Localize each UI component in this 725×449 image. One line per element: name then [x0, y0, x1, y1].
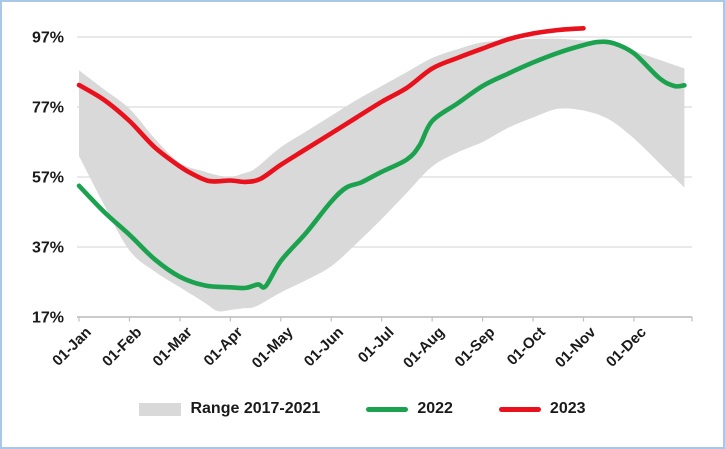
x-tick-label: 01-Sep	[452, 324, 499, 371]
x-tick-label: 01-May	[249, 323, 297, 371]
legend-item-range-2017-2021: Range 2017-2021	[139, 400, 320, 418]
x-tick-label: 01-Jul	[355, 324, 398, 367]
x-tick-label: 01-Aug	[400, 324, 448, 372]
line-swatch	[498, 406, 541, 412]
x-tick-label: 01-Nov	[552, 323, 600, 371]
legend-label: Range 2017-2021	[190, 400, 321, 417]
y-tick-label: 77%	[32, 100, 64, 117]
y-tick-label: 37%	[32, 240, 64, 257]
line-chart-plot: 17%37%57%77%97%01-Jan 01-Feb 01-Mar 01-Apr 0…	[32, 26, 693, 372]
line-swatch	[366, 406, 409, 412]
range-band	[79, 38, 685, 312]
y-tick-label: 97%	[32, 30, 64, 47]
x-tick-label: 01-Oct	[504, 324, 549, 369]
legend-label: 2022	[417, 400, 453, 417]
x-tick-label: 01-Feb	[99, 324, 145, 370]
x-tick-label: 01-Dec	[603, 324, 650, 371]
series-line-2022	[76, 39, 687, 291]
y-tick-label: 17%	[32, 310, 64, 327]
legend-item-2022: 2022	[366, 400, 453, 418]
legend-item-2023: 2023	[498, 400, 586, 418]
x-tick-label: 01-Jan	[49, 324, 95, 370]
y-tick-label: 57%	[32, 170, 64, 187]
x-tick-label: 01-Apr	[201, 324, 247, 370]
x-tick-label: 01-Jun	[301, 324, 347, 370]
series-line-2023	[76, 26, 586, 185]
x-tick-label: 01-Mar	[150, 324, 196, 370]
legend-label: 2023	[549, 400, 586, 417]
band-swatch	[139, 402, 182, 416]
chart-legend: Range 2017-2021 2022 2023	[2, 400, 723, 418]
